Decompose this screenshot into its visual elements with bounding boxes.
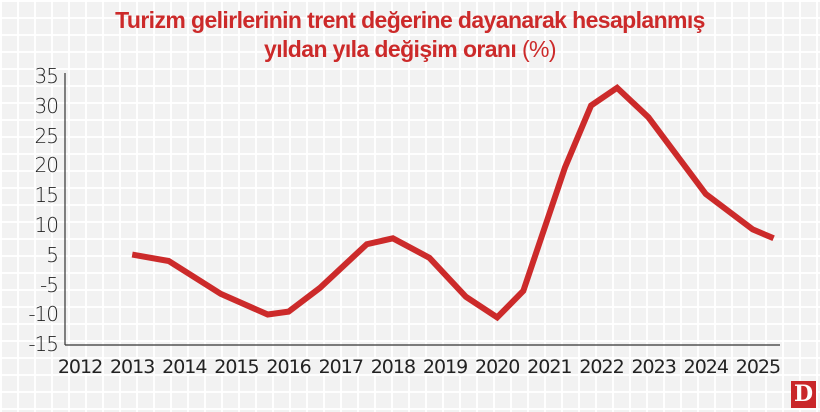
x-tick-label: 2020	[475, 356, 520, 378]
x-tick-label: 2015	[214, 356, 259, 378]
x-tick-label: 2022	[579, 356, 624, 378]
chart-title-unit: (%)	[521, 36, 557, 62]
x-tick-label: 2018	[370, 356, 416, 378]
x-tick-label: 2021	[527, 356, 572, 378]
y-tick-label: 10	[34, 213, 59, 237]
x-tick-label: 2017	[318, 356, 364, 378]
chart-title: Turizm gelirlerinin trent değerine dayan…	[0, 6, 820, 64]
chart-title-line-1: Turizm gelirlerinin trent değerine dayan…	[115, 7, 705, 33]
x-tick-label: 2023	[631, 356, 676, 378]
x-tick-label: 2024	[683, 356, 729, 378]
y-tick-label: 25	[34, 123, 59, 148]
y-tick-label: 30	[34, 93, 59, 118]
x-tick-label: 2019	[422, 356, 468, 378]
x-tick-label: 2025	[735, 356, 781, 378]
y-tick-label: 20	[34, 153, 59, 178]
y-tick-label: -5	[40, 272, 59, 297]
data-line	[131, 83, 775, 322]
y-tick-label: -10	[28, 302, 59, 327]
x-tick-label: 2016	[266, 356, 311, 378]
y-tick-label: 35	[34, 64, 59, 88]
y-tick-label: -15	[28, 332, 59, 357]
brand-logo: D	[791, 381, 816, 408]
chart-title-line-2-text: yıldan yıla değişim oranı	[264, 36, 517, 62]
y-tick-label: 15	[34, 183, 59, 208]
x-tick-label: 2014	[162, 356, 207, 378]
x-tick-label: 2012	[57, 356, 103, 378]
x-tick-label: 2013	[109, 356, 155, 378]
y-tick-label: 5	[46, 242, 59, 267]
chart-title-line-2: yıldan yıla değişim oranı (%)	[0, 35, 820, 64]
